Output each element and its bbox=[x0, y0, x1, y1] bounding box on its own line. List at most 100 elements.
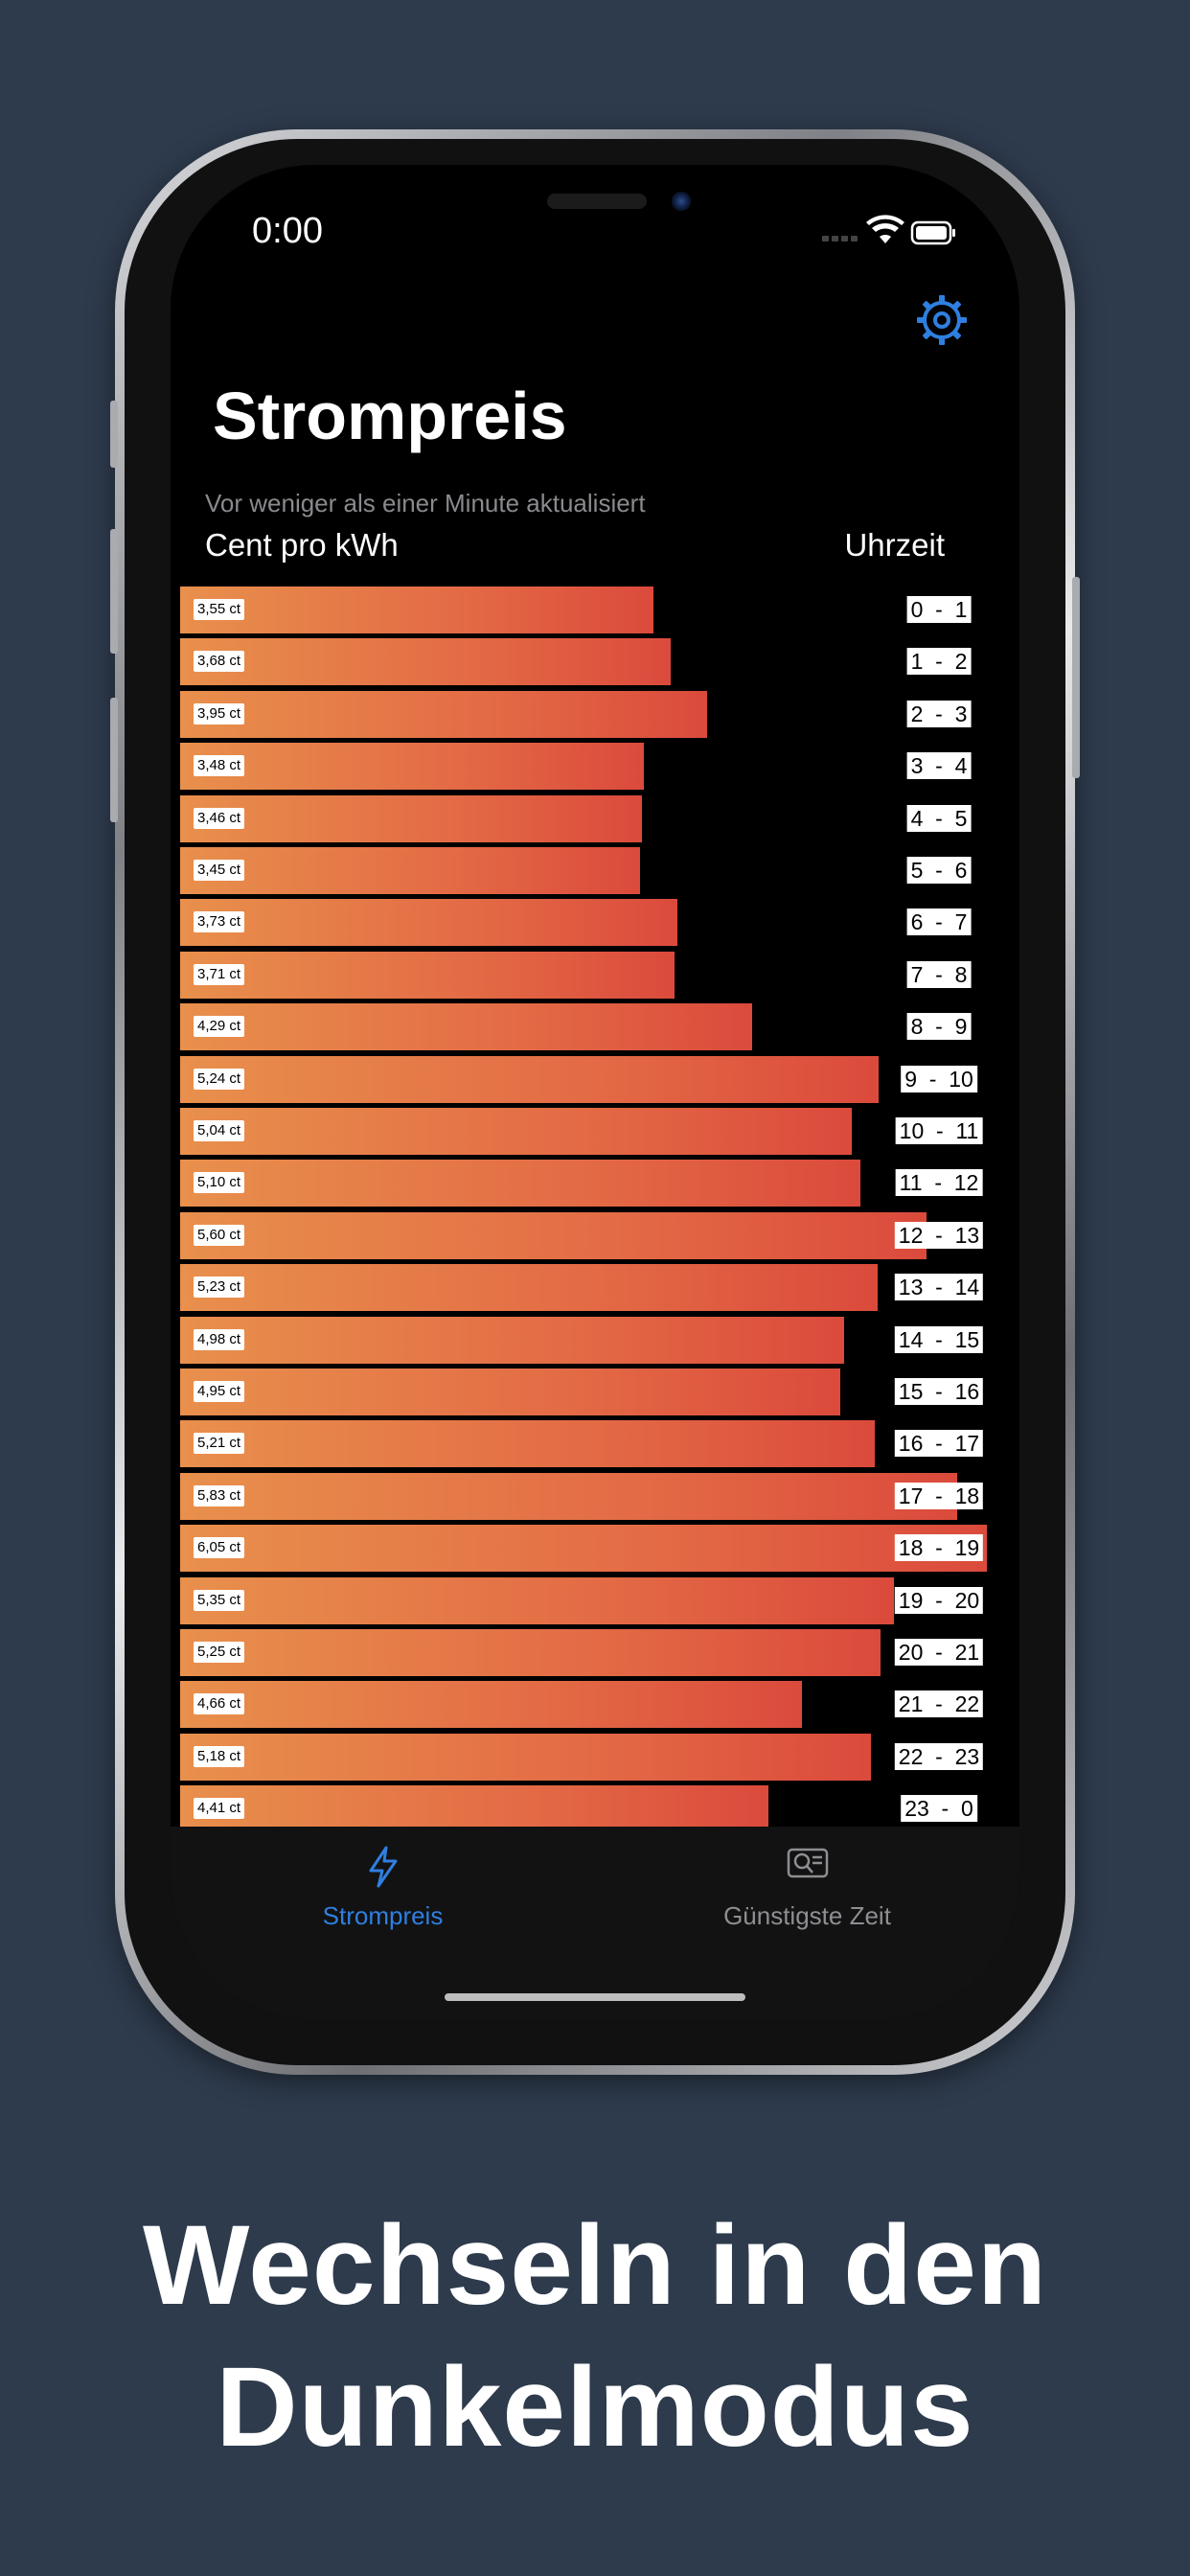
price-bar: 4,98 ct bbox=[180, 1316, 845, 1364]
caption-line-1: Wechseln in den bbox=[143, 2202, 1047, 2329]
price-value-label: 3,55 ct bbox=[194, 599, 245, 620]
hour-range-label: 20 - 21 bbox=[894, 1639, 984, 1666]
search-list-icon bbox=[787, 1848, 828, 1878]
battery-icon bbox=[910, 220, 955, 245]
price-bar: 6,05 ct bbox=[180, 1525, 987, 1573]
price-value-label: 5,23 ct bbox=[194, 1276, 245, 1299]
price-bar: 3,48 ct bbox=[180, 743, 645, 791]
hour-range-label: 22 - 23 bbox=[894, 1742, 984, 1770]
hour-range-label: 10 - 11 bbox=[895, 1117, 983, 1144]
price-value-label: 4,95 ct bbox=[194, 1381, 245, 1402]
caption-line-2: Dunkelmodus bbox=[216, 2344, 974, 2471]
hour-range-label: 19 - 20 bbox=[894, 1586, 984, 1614]
price-bar: 5,18 ct bbox=[180, 1733, 871, 1781]
price-bar: 4,95 ct bbox=[180, 1368, 840, 1415]
hour-range-label: 13 - 14 bbox=[894, 1274, 984, 1301]
page-title: Strompreis bbox=[213, 379, 567, 453]
volume-down-button bbox=[110, 698, 118, 822]
price-value-label: 3,73 ct bbox=[194, 911, 245, 933]
price-value-label: 3,68 ct bbox=[194, 651, 245, 673]
volume-up-button bbox=[110, 529, 118, 654]
price-bar: 3,46 ct bbox=[180, 794, 642, 842]
price-bar: 4,66 ct bbox=[180, 1681, 802, 1729]
hour-range-label: 7 - 8 bbox=[906, 960, 972, 988]
price-value-label: 3,48 ct bbox=[194, 755, 245, 777]
speaker-grille bbox=[547, 194, 647, 209]
price-value-label: 5,21 ct bbox=[194, 1433, 245, 1455]
hour-range-label: 5 - 6 bbox=[906, 857, 972, 884]
price-bar: 3,73 ct bbox=[180, 899, 678, 947]
price-column-header: Cent pro kWh bbox=[205, 527, 399, 563]
home-indicator[interactable] bbox=[445, 1993, 745, 2001]
price-bar: 4,41 ct bbox=[180, 1785, 768, 1833]
hour-range-label: 18 - 19 bbox=[894, 1534, 984, 1562]
tab-strompreis[interactable]: Strompreis bbox=[171, 1827, 595, 1942]
tab-bar: Strompreis Günstigste Zeit bbox=[171, 1827, 1019, 2020]
price-bar: 5,24 ct bbox=[180, 1055, 880, 1103]
price-bar: 5,83 ct bbox=[180, 1472, 958, 1520]
price-bar: 3,71 ct bbox=[180, 951, 675, 999]
price-value-label: 5,25 ct bbox=[194, 1642, 245, 1663]
price-value-label: 3,95 ct bbox=[194, 702, 245, 724]
settings-gear-icon[interactable] bbox=[915, 293, 969, 347]
hour-range-label: 3 - 4 bbox=[906, 752, 972, 780]
price-value-label: 3,46 ct bbox=[194, 807, 245, 829]
hour-range-label: 11 - 12 bbox=[895, 1169, 983, 1197]
price-value-label: 5,60 ct bbox=[194, 1224, 245, 1246]
hour-range-label: 15 - 16 bbox=[894, 1378, 984, 1405]
price-value-label: 3,71 ct bbox=[194, 963, 245, 985]
price-value-label: 5,04 ct bbox=[194, 1120, 245, 1141]
price-value-label: 4,41 ct bbox=[194, 1798, 245, 1820]
price-value-label: 5,24 ct bbox=[194, 1068, 245, 1090]
mute-switch bbox=[110, 401, 118, 468]
price-value-label: 3,45 ct bbox=[194, 860, 245, 881]
hour-range-label: 1 - 2 bbox=[906, 648, 972, 676]
price-value-label: 5,18 ct bbox=[194, 1745, 245, 1767]
price-bar: 5,23 ct bbox=[180, 1264, 878, 1312]
front-camera bbox=[672, 192, 691, 211]
hour-range-label: 12 - 13 bbox=[894, 1221, 984, 1249]
hour-range-label: 17 - 18 bbox=[894, 1482, 984, 1509]
price-bar: 5,60 ct bbox=[180, 1211, 927, 1259]
price-value-label: 4,98 ct bbox=[194, 1328, 245, 1350]
price-bar: 3,68 ct bbox=[180, 638, 672, 686]
price-bar: 5,04 ct bbox=[180, 1108, 853, 1155]
hour-range-label: 4 - 5 bbox=[906, 804, 972, 832]
hour-range-label: 21 - 22 bbox=[894, 1690, 984, 1718]
price-value-label: 6,05 ct bbox=[194, 1537, 245, 1559]
price-bar-chart: 3,55 ct 0 - 1 3,68 ct 1 - 2 3,95 ct 2 - 3 3,48… bbox=[180, 577, 1014, 1995]
hour-range-label: 16 - 17 bbox=[894, 1430, 984, 1458]
tab-guenstigste-zeit[interactable]: Günstigste Zeit bbox=[595, 1827, 1019, 1942]
status-time: 0:00 bbox=[252, 211, 323, 251]
bolt-icon bbox=[369, 1846, 397, 1888]
hour-range-label: 14 - 15 bbox=[894, 1325, 984, 1353]
hour-range-label: 2 - 3 bbox=[906, 700, 972, 727]
price-bar: 3,45 ct bbox=[180, 847, 641, 894]
time-column-header: Uhrzeit bbox=[844, 527, 945, 563]
last-updated-text: Vor weniger als einer Minute aktualisier… bbox=[205, 489, 646, 518]
price-value-label: 5,83 ct bbox=[194, 1484, 245, 1506]
hour-range-label: 8 - 9 bbox=[906, 1013, 972, 1041]
price-bar: 3,55 ct bbox=[180, 586, 654, 633]
power-button bbox=[1072, 577, 1080, 778]
hour-range-label: 6 - 7 bbox=[906, 908, 972, 936]
tab-strompreis-label: Strompreis bbox=[322, 1901, 444, 1930]
hour-range-label: 23 - 0 bbox=[901, 1795, 977, 1823]
marketing-caption: Wechseln in den Dunkelmodus bbox=[0, 2195, 1190, 2478]
price-bar: 4,29 ct bbox=[180, 1003, 753, 1051]
tab-guenstigste-zeit-label: Günstigste Zeit bbox=[723, 1901, 891, 1930]
price-bar: 5,25 ct bbox=[180, 1629, 881, 1676]
price-value-label: 4,29 ct bbox=[194, 1016, 245, 1038]
price-value-label: 5,35 ct bbox=[194, 1589, 245, 1611]
hour-range-label: 0 - 1 bbox=[906, 596, 972, 623]
price-value-label: 5,10 ct bbox=[194, 1172, 245, 1194]
wifi-icon bbox=[866, 215, 904, 243]
phone-screen: 0:00 bbox=[171, 165, 1019, 2020]
price-bar: 3,95 ct bbox=[180, 690, 707, 738]
status-icons bbox=[822, 215, 955, 245]
price-bar: 5,10 ct bbox=[180, 1160, 860, 1208]
hour-range-label: 9 - 10 bbox=[901, 1065, 977, 1092]
price-bar: 5,21 ct bbox=[180, 1420, 876, 1468]
price-bar: 5,35 ct bbox=[180, 1576, 894, 1624]
price-value-label: 4,66 ct bbox=[194, 1693, 245, 1715]
